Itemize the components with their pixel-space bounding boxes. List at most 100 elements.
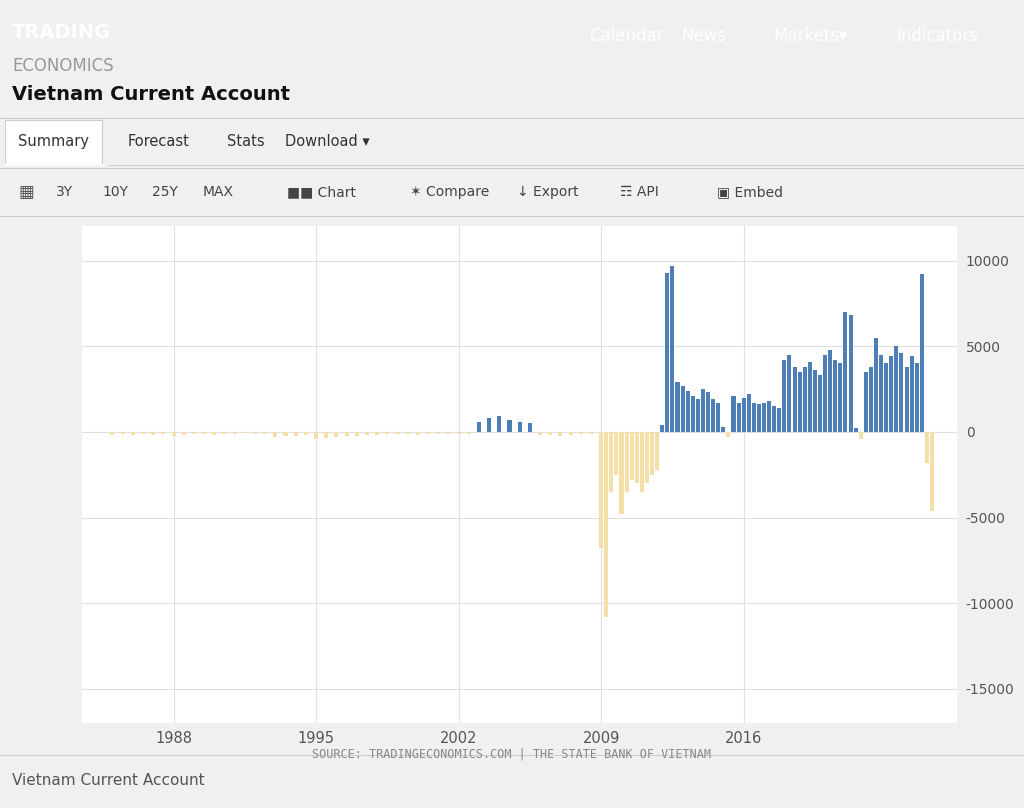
Bar xyxy=(909,356,913,431)
Bar xyxy=(518,422,521,431)
Bar xyxy=(741,398,745,431)
Bar xyxy=(854,428,858,431)
Text: ■■ Chart: ■■ Chart xyxy=(287,185,355,199)
Bar xyxy=(152,431,156,435)
Text: ☶ API: ☶ API xyxy=(620,185,658,199)
Bar xyxy=(604,431,608,617)
Bar xyxy=(232,431,237,434)
Bar xyxy=(787,355,792,431)
Bar xyxy=(681,385,685,431)
Bar xyxy=(467,431,471,434)
Bar xyxy=(803,367,807,431)
Bar xyxy=(894,346,898,431)
Bar xyxy=(314,431,318,439)
Bar xyxy=(925,431,929,463)
Bar xyxy=(162,431,166,434)
Bar xyxy=(477,422,481,431)
Bar xyxy=(828,350,833,431)
Bar xyxy=(406,431,410,434)
Bar xyxy=(650,431,654,474)
Bar xyxy=(111,431,115,436)
Bar xyxy=(202,431,206,434)
Text: Indicators: Indicators xyxy=(896,27,978,45)
Text: ▦: ▦ xyxy=(18,183,34,201)
Bar xyxy=(879,355,883,431)
Text: ✶ Compare: ✶ Compare xyxy=(410,185,488,199)
Bar xyxy=(141,431,145,434)
Bar xyxy=(630,431,634,480)
Bar xyxy=(782,360,786,431)
Bar xyxy=(706,393,710,431)
Bar xyxy=(416,431,420,435)
Text: Vietnam Current Account: Vietnam Current Account xyxy=(12,86,290,104)
Bar xyxy=(625,431,629,492)
Text: ↓ Export: ↓ Export xyxy=(517,185,579,199)
Bar xyxy=(589,431,593,434)
Bar xyxy=(640,431,644,492)
Bar xyxy=(849,315,853,431)
Text: Calendar: Calendar xyxy=(589,27,664,45)
Bar xyxy=(746,394,751,431)
Bar xyxy=(294,431,298,436)
Bar xyxy=(635,431,639,483)
Bar xyxy=(777,408,781,431)
Bar xyxy=(736,402,740,431)
Bar xyxy=(914,364,919,431)
Bar xyxy=(181,431,185,436)
Bar xyxy=(660,425,665,431)
Bar xyxy=(752,402,756,431)
Bar xyxy=(263,431,267,434)
Text: News: News xyxy=(681,27,726,45)
Bar xyxy=(614,431,618,474)
Bar xyxy=(716,402,720,431)
Bar xyxy=(762,402,766,431)
Bar xyxy=(395,431,399,434)
Bar xyxy=(487,419,492,431)
Text: Vietnam Current Account: Vietnam Current Account xyxy=(12,773,205,788)
Bar xyxy=(375,431,379,435)
Bar xyxy=(864,372,868,431)
Bar xyxy=(457,431,461,434)
Bar xyxy=(548,431,552,435)
Bar xyxy=(823,355,827,431)
Bar xyxy=(325,431,329,438)
Bar xyxy=(808,362,812,431)
Bar xyxy=(284,431,288,436)
FancyBboxPatch shape xyxy=(5,120,102,164)
Text: Forecast: Forecast xyxy=(128,134,189,149)
Text: 3Y: 3Y xyxy=(56,185,74,199)
Bar xyxy=(609,431,613,492)
Bar xyxy=(304,431,308,435)
Bar xyxy=(772,406,776,431)
Bar xyxy=(726,431,730,437)
Bar xyxy=(666,272,670,431)
Bar xyxy=(579,431,583,435)
Bar xyxy=(844,312,848,431)
Bar xyxy=(212,431,216,435)
Bar xyxy=(884,364,888,431)
Bar xyxy=(859,431,863,439)
Text: 25Y: 25Y xyxy=(152,185,177,199)
Bar xyxy=(345,431,348,436)
Bar xyxy=(839,364,843,431)
Bar xyxy=(655,431,659,469)
Bar xyxy=(436,431,440,435)
Bar xyxy=(818,375,822,431)
Bar xyxy=(121,431,125,435)
Bar xyxy=(131,431,135,435)
Bar xyxy=(869,367,872,431)
Bar xyxy=(538,431,542,436)
Bar xyxy=(671,266,675,431)
Bar xyxy=(498,416,502,431)
Bar xyxy=(620,431,624,514)
Bar xyxy=(527,423,531,431)
Text: Markets▾: Markets▾ xyxy=(773,27,848,45)
Text: TRADING: TRADING xyxy=(12,23,112,42)
Bar xyxy=(813,370,817,431)
Text: Summary: Summary xyxy=(17,134,89,149)
Bar xyxy=(904,367,908,431)
Bar xyxy=(686,391,690,431)
Bar xyxy=(920,274,924,431)
Bar xyxy=(899,353,903,431)
Text: ECONOMICS: ECONOMICS xyxy=(12,57,114,74)
